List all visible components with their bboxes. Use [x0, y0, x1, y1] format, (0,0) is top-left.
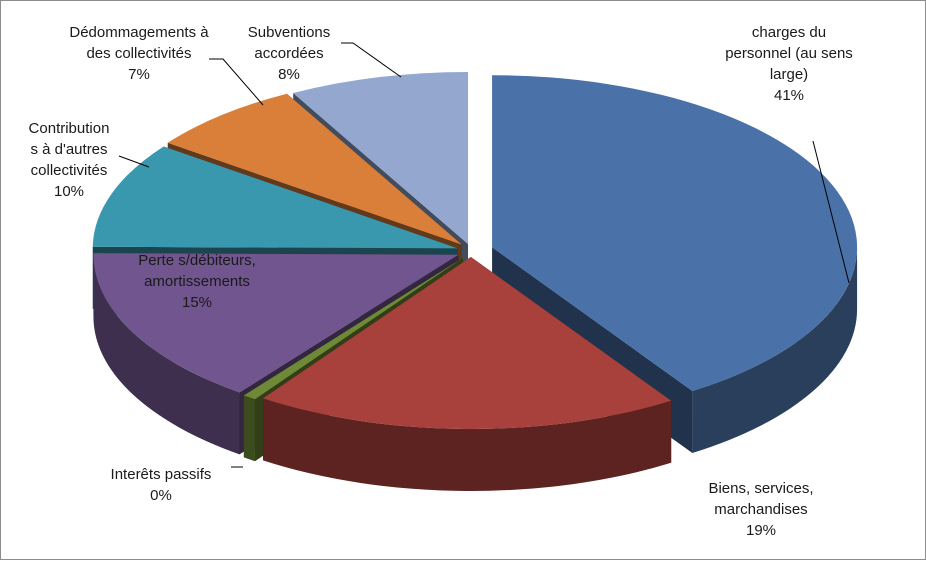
slice-label-biens: Biens, services, marchandises 19%: [708, 480, 813, 539]
pie-slice-top-perte: [93, 253, 459, 393]
slice-percent-subventions: 8%: [278, 66, 300, 83]
slice-percent-contribution: 10%: [54, 183, 84, 200]
slice-percent-perte: 15%: [182, 294, 212, 311]
leader-line-dedommagements: [209, 58, 264, 106]
slice-label-subventions: Subventions accordées 8%: [248, 24, 402, 83]
slice-name-interets: Interêts passifs: [111, 466, 212, 483]
slice-name-dedommagements: Dédommagements à: [69, 24, 209, 41]
pie-slice-top-contribution: [92, 146, 458, 249]
leader-line-personnel: [812, 140, 850, 284]
slice-name-personnel: large): [770, 66, 808, 83]
pie-slice-side-biens: [263, 398, 672, 491]
pie-slice-side-personnel: [692, 247, 858, 454]
slice-name-biens: Biens, services,: [708, 480, 813, 497]
slice-percent-personnel: 41%: [774, 87, 804, 104]
slice-label-contribution: Contribution s à d'autres collectivités 10%: [29, 120, 150, 200]
leader-line-subventions: [341, 42, 402, 78]
slice-name-contribution: s à d'autres: [30, 141, 107, 158]
slice-name-dedommagements: des collectivités: [86, 45, 191, 62]
pie-slice-top-biens: [263, 256, 672, 429]
slice-percent-dedommagements: 7%: [128, 66, 150, 83]
pie-slice-side-interets: [243, 395, 255, 462]
slice-name-subventions: accordées: [254, 45, 323, 62]
pie-slice-top-subventions: [293, 72, 469, 245]
slice-name-personnel: personnel (au sens: [725, 45, 853, 62]
slice-label-dedommagements: Dédommagements à des collectivités 7%: [69, 24, 264, 106]
slice-percent-interets: 0%: [150, 487, 172, 504]
slice-percent-biens: 19%: [746, 522, 776, 539]
slice-label-perte: Perte s/débiteurs, amortissements 15%: [138, 252, 256, 311]
slice-name-subventions: Subventions: [248, 24, 331, 41]
pie-slice-biens: [263, 256, 672, 491]
slice-label-interets: Interêts passifs 0%: [111, 466, 243, 504]
slice-name-contribution: Contribution: [29, 120, 110, 137]
pie-slices: [92, 72, 858, 491]
slice-labels: charges du personnel (au sens large) 41% Bie…: [29, 24, 853, 539]
slice-name-personnel: charges du: [752, 24, 826, 41]
slice-name-perte: Perte s/débiteurs,: [138, 252, 256, 269]
slice-name-contribution: collectivités: [31, 162, 108, 179]
pie-slice-top-interets: [243, 257, 463, 400]
pie-slice-side-perte: [93, 254, 240, 455]
leader-line-contribution: [118, 155, 150, 168]
slice-label-personnel: charges du personnel (au sens large) 41%: [725, 24, 853, 284]
pie-slice-top-personnel: [492, 75, 858, 392]
pie-slice-top-dedommagements: [167, 93, 462, 245]
slice-name-perte: amortissements: [144, 273, 250, 290]
slice-name-biens: marchandises: [714, 501, 807, 518]
